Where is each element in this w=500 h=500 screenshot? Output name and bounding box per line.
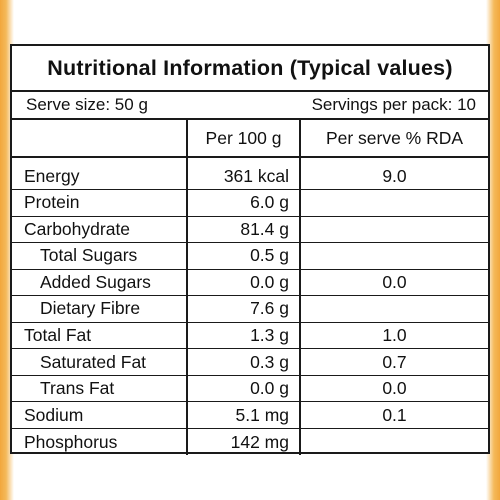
nutrient-name: Phosphorus [12, 428, 188, 456]
nutrient-row-energy: Energy 361 kcal 9.0 [12, 158, 488, 190]
nutrient-row-total-sugars: Total Sugars 0.5 g [12, 243, 488, 270]
nutrient-rda: 9.0 [382, 166, 407, 186]
nutrient-name: Total Sugars [12, 243, 188, 269]
nutrient-per-100g: 0.3 g [188, 349, 301, 375]
nutrient-name: Dietary Fibre [12, 296, 188, 322]
nutrient-rda: 0.0 [382, 271, 407, 292]
nutrient-rda: 0.0 [382, 378, 407, 399]
nutrient-name: Energy [12, 158, 188, 189]
nutrient-rda: 1.0 [382, 325, 407, 345]
nutrient-row-added-sugars: Added Sugars 0.0 g 0.0 [12, 269, 488, 297]
nutrient-per-100g: 6.0 g [188, 190, 301, 216]
nutrient-name: Trans Fat [12, 375, 188, 402]
nutrient-per-100g: 0.0 g [188, 269, 301, 296]
nutrient-per-100g: 81.4 g [188, 216, 301, 243]
nutrient-row-phosphorus: Phosphorus 142 mg [12, 428, 488, 456]
header-per-100g: Per 100 g [188, 120, 301, 156]
nutrient-table-body: Energy 361 kcal 9.0 Protein 6.0 g Carboh… [12, 158, 488, 456]
nutrient-per-100g: 0.0 g [188, 375, 301, 402]
column-header-row: Per 100 g Per serve % RDA [12, 120, 488, 158]
nutrient-rda [301, 243, 488, 269]
nutrient-row-trans-fat: Trans Fat 0.0 g 0.0 [12, 375, 488, 403]
nutrient-name: Saturated Fat [12, 349, 188, 375]
nutrient-name: Carbohydrate [12, 216, 188, 243]
nutrient-name: Sodium [12, 402, 188, 428]
nutrient-row-sodium: Sodium 5.1 mg 0.1 [12, 402, 488, 429]
serve-size: Serve size: 50 g [26, 95, 148, 114]
header-nutrient-blank [12, 120, 188, 156]
nutrient-row-saturated-fat: Saturated Fat 0.3 g 0.7 [12, 349, 488, 376]
nutrient-per-100g: 5.1 mg [188, 402, 301, 428]
nutrient-name: Added Sugars [12, 269, 188, 296]
servings-per-pack: Servings per pack: 10 [311, 95, 476, 114]
nutrient-per-100g: 0.5 g [188, 243, 301, 269]
nutrient-name: Total Fat [12, 322, 188, 349]
nutrient-rda [301, 429, 488, 456]
nutrient-per-100g: 1.3 g [188, 322, 301, 349]
nutrient-name: Protein [12, 190, 188, 216]
nutrient-rda [301, 190, 488, 216]
serving-info-row: Serve size: 50 g Servings per pack: 10 [12, 92, 488, 120]
nutrition-title: Nutritional Information (Typical values) [12, 46, 488, 92]
nutrient-row-protein: Protein 6.0 g [12, 190, 488, 217]
nutrient-per-100g: 361 kcal [188, 158, 301, 189]
nutrient-row-dietary-fibre: Dietary Fibre 7.6 g [12, 296, 488, 323]
nutrient-rda: 0.7 [382, 351, 407, 372]
nutrient-per-100g: 142 mg [188, 428, 301, 456]
nutrition-label: Nutritional Information (Typical values)… [10, 44, 490, 456]
header-per-serve-rda: Per serve % RDA [325, 127, 464, 148]
nutrient-rda [301, 296, 488, 322]
nutrient-row-total-fat: Total Fat 1.3 g 1.0 [12, 322, 488, 350]
nutrient-per-100g: 7.6 g [188, 296, 301, 322]
nutrient-rda [301, 217, 488, 243]
nutrient-rda: 0.1 [382, 404, 407, 425]
nutrient-row-carbohydrate: Carbohydrate 81.4 g [12, 216, 488, 244]
